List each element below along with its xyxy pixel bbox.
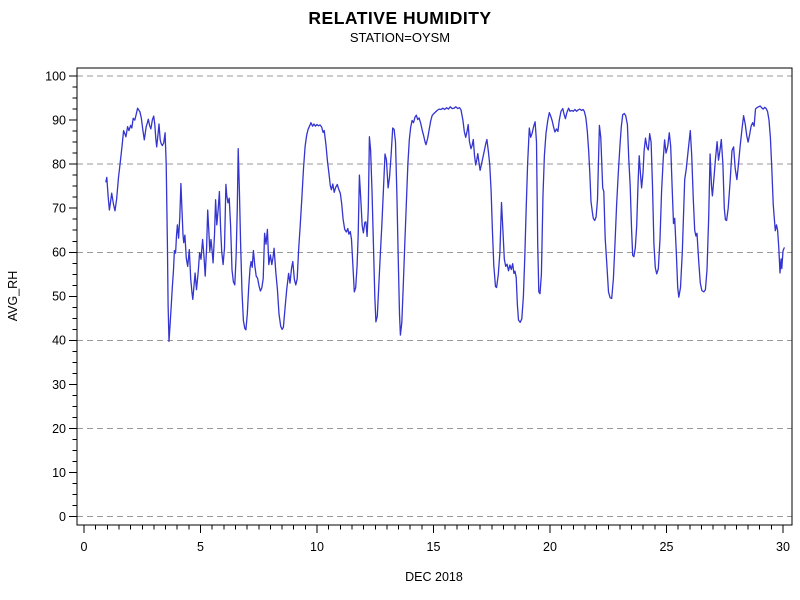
plot-area: 0 5 10 15 20 25 30 0 10 20 30 40 50 60 70 80 90 100	[45, 67, 793, 554]
y-tick-label: 10	[52, 466, 66, 480]
x-tick-label: 5	[197, 540, 204, 554]
page-title: RELATIVE HUMIDITY	[308, 8, 491, 28]
y-tick-label: 40	[52, 334, 66, 348]
x-tick-label: 15	[427, 540, 441, 554]
x-axis-title: DEC 2018	[405, 570, 463, 584]
y-tick-label: 20	[52, 422, 66, 436]
plot-frame	[76, 67, 793, 526]
y-tick-label: 90	[52, 113, 66, 127]
y-tick-label: 0	[59, 510, 66, 524]
y-tick-label: 100	[45, 69, 66, 83]
y-tick-label: 50	[52, 290, 66, 304]
x-tick-label: 25	[660, 540, 674, 554]
x-tick-label: 0	[81, 540, 88, 554]
y-tick-label: 80	[52, 157, 66, 171]
humidity-line	[105, 105, 785, 342]
y-tick-label: 30	[52, 378, 66, 392]
x-tick-label: 10	[310, 540, 324, 554]
x-tick-label: 30	[776, 540, 790, 554]
page-subtitle: STATION=OYSM	[350, 30, 450, 45]
x-tick-label: 20	[543, 540, 557, 554]
y-axis-title: AVG_RH	[6, 271, 20, 321]
y-tick-label: 70	[52, 202, 66, 216]
y-tick-label: 60	[52, 246, 66, 260]
